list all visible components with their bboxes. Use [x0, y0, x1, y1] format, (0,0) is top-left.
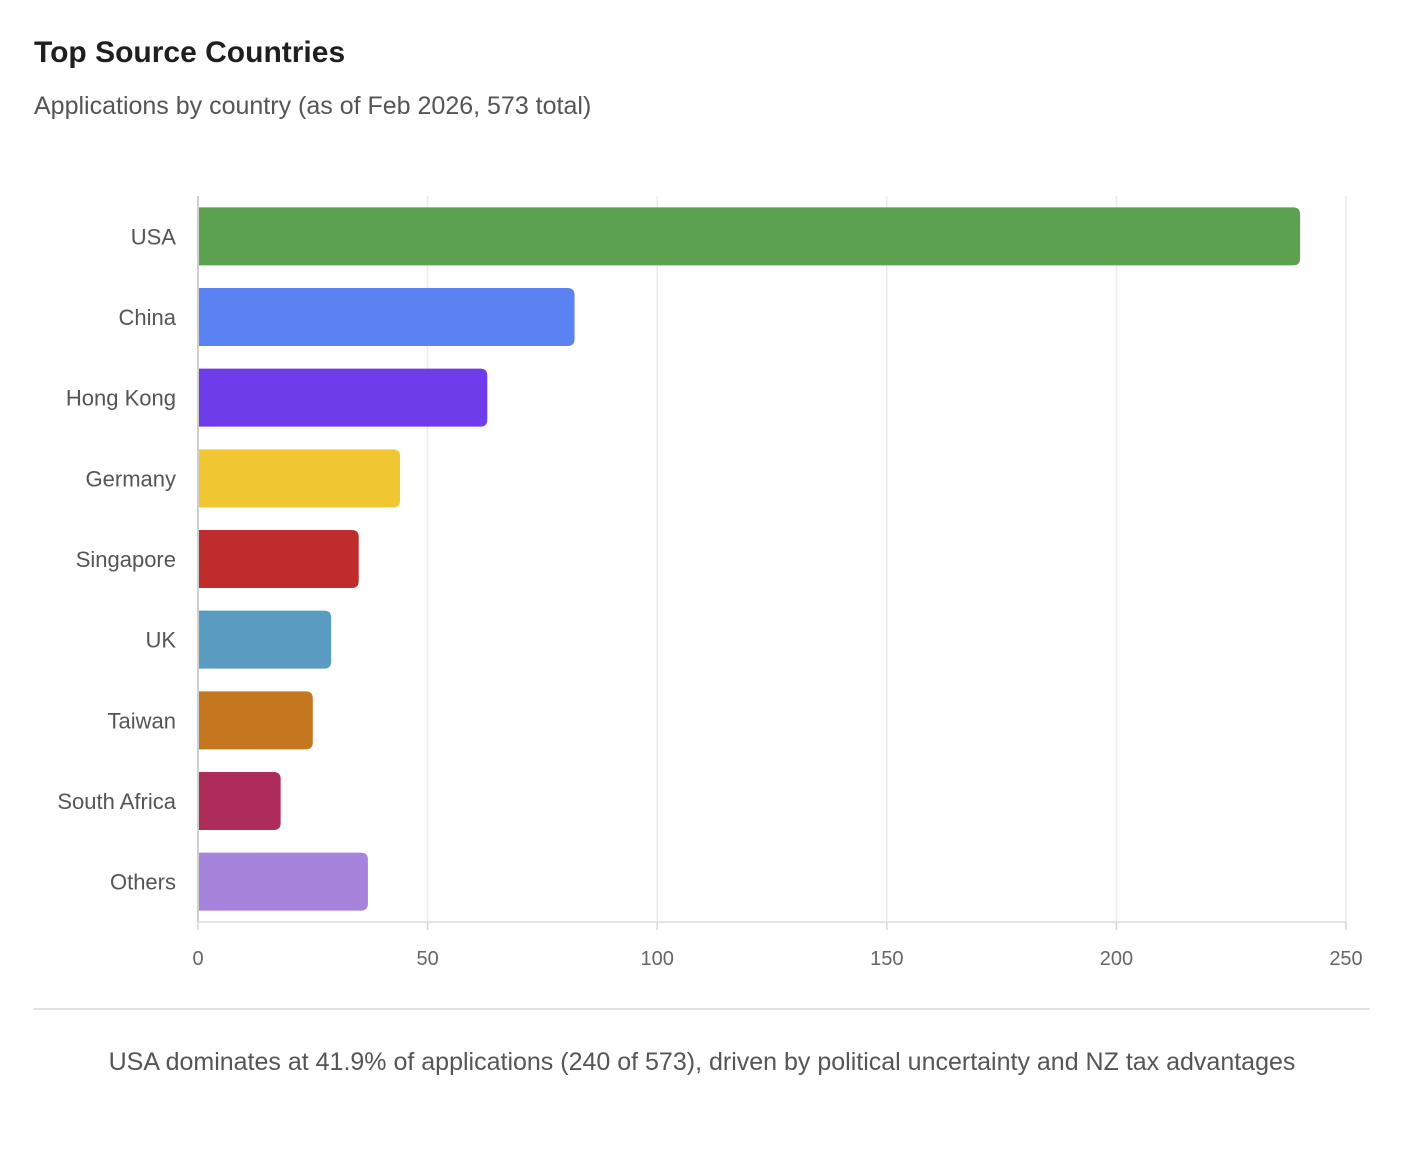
bar-taiwan[interactable]	[198, 691, 313, 750]
category-label: China	[119, 305, 177, 330]
x-tick-label: 200	[1100, 948, 1133, 970]
category-label: Others	[110, 870, 176, 895]
bar-others[interactable]	[198, 852, 368, 911]
axes	[197, 196, 1347, 930]
x-tick-label: 250	[1329, 948, 1362, 970]
chart-subtitle: Applications by country (as of Feb 2026,…	[34, 92, 592, 120]
category-label: Hong Kong	[66, 386, 176, 411]
x-tick-labels: 0 50 100 150 200 250	[192, 948, 1362, 970]
chart-caption: USA dominates at 41.9% of applications (…	[108, 1048, 1296, 1076]
bar-singapore[interactable]	[198, 530, 359, 588]
bar-germany[interactable]	[198, 449, 401, 508]
x-tick-label: 150	[870, 948, 903, 970]
bar-uk[interactable]	[198, 610, 332, 669]
category-labels: USA China Hong Kong Germany Singapore UK Taiwa…	[57, 224, 176, 894]
x-tick-label: 0	[192, 948, 203, 970]
bar-south-africa[interactable]	[198, 772, 281, 830]
category-label: Germany	[86, 466, 176, 491]
category-label: UK	[145, 628, 176, 653]
x-tick-label: 100	[641, 948, 674, 970]
category-label: Singapore	[76, 547, 176, 572]
bars	[198, 207, 1301, 911]
x-tick-label: 50	[416, 948, 438, 970]
bar-china[interactable]	[198, 288, 575, 346]
bar-usa[interactable]	[198, 207, 1301, 266]
divider	[34, 1008, 1370, 1010]
category-label: South Africa	[57, 789, 176, 814]
category-label: USA	[131, 224, 177, 249]
category-label: Taiwan	[108, 708, 176, 733]
bar-hong-kong[interactable]	[198, 368, 488, 427]
bar-chart: USA China Hong Kong Germany Singapore UK Taiwa…	[57, 196, 1363, 970]
chart-title: Top Source Countries	[34, 36, 346, 69]
